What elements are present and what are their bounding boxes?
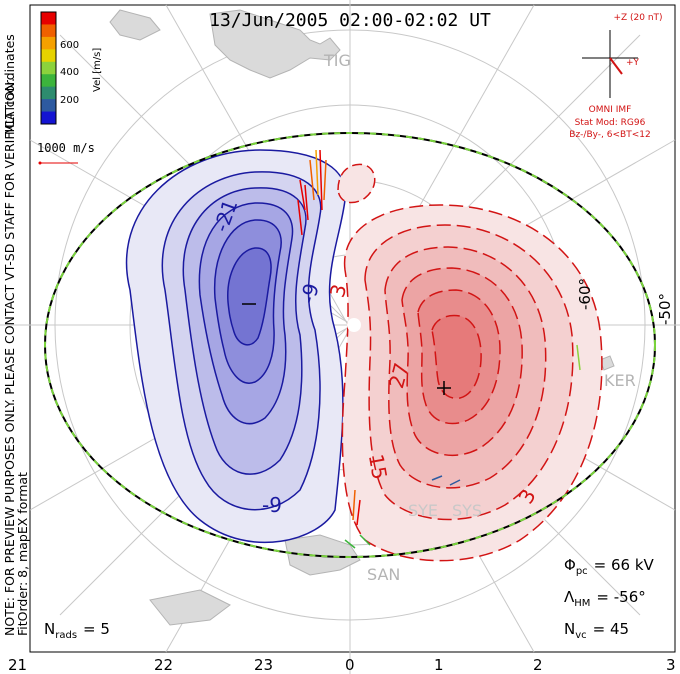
colorbar-swatch xyxy=(41,36,56,50)
station-ker: KER xyxy=(604,371,636,390)
max-potential-marker xyxy=(437,381,451,395)
colorbar-label: Vel [m/s] xyxy=(92,48,103,92)
colorbar-tick-400: 400 xyxy=(60,67,79,78)
mlt-label-2: 2 xyxy=(533,656,543,674)
preview-note: NOTE: FOR PREVIEW PURPOSES ONLY. PLEASE … xyxy=(2,78,17,636)
contour-label-pos-3a: 3 xyxy=(325,282,351,301)
mlt-label-23: 23 xyxy=(254,656,273,674)
imf-z-label: +Z (20 nT) xyxy=(613,13,662,23)
colorbar-swatch xyxy=(41,111,56,125)
station-san: SAN xyxy=(367,565,400,584)
imf-condition: Bz-/By-, 6<BT<12 xyxy=(569,130,650,140)
colorbar-swatch xyxy=(41,86,56,100)
negative-cell xyxy=(125,149,347,544)
mlt-label-0: 0 xyxy=(345,656,355,674)
lat-label-60: -60° xyxy=(576,278,594,310)
imf-stat-mod: Stat Mod: RG96 xyxy=(575,118,646,128)
landmass xyxy=(109,9,615,626)
coords-label: MLT coordinates xyxy=(2,34,17,135)
imf-y-label: +Y xyxy=(626,58,640,68)
lat-label-50: -50° xyxy=(656,293,674,325)
station-sye: SYE xyxy=(408,501,438,520)
mlt-label-22: 22 xyxy=(154,656,173,674)
lambda-hm-stat: ΛHM = -56° xyxy=(564,588,646,609)
pole-marker xyxy=(347,318,361,332)
plot-title: 13/Jun/2005 02:00-02:02 UT xyxy=(209,10,491,31)
colorbar-swatch xyxy=(41,74,56,88)
hm-boundary-dash xyxy=(44,132,656,558)
mlt-axis: 21 22 23 0 1 2 3 xyxy=(8,656,676,674)
fit-order: FitOrder: 8, mapEX format xyxy=(15,472,30,636)
contour-label-neg-9b: -9 xyxy=(262,493,282,517)
mlt-label-21: 21 xyxy=(8,656,27,674)
colorbar-tick-200: 200 xyxy=(60,95,79,106)
station-sys: SYS xyxy=(452,501,482,520)
positive-cell xyxy=(337,163,603,562)
n-rads-stat: Nrads = 5 xyxy=(44,620,110,641)
station-tig: TIG xyxy=(323,51,351,70)
mlt-label-1: 1 xyxy=(434,656,444,674)
colorbar-tick-600: 600 xyxy=(60,40,79,51)
scale-vector-label: 1000 m/s xyxy=(37,141,95,155)
colorbar-swatch xyxy=(41,99,56,113)
imf-source: OMNI IMF xyxy=(589,105,632,115)
colorbar-swatch xyxy=(41,24,56,38)
mlt-label-3: 3 xyxy=(666,656,676,674)
radar-vectors xyxy=(297,149,581,549)
contour-label-pos-15: 15 xyxy=(364,452,392,481)
colorbar-swatch xyxy=(41,12,56,25)
velocity-colorbar: 600 400 200 Vel [m/s] xyxy=(40,11,103,125)
imf-clock: +Z (20 nT) +Y OMNI IMF Stat Mod: RG96 Bz… xyxy=(569,13,662,140)
phi-pc-stat: Φpc = 66 kV xyxy=(564,556,655,577)
n-vc-stat: Nvc = 45 xyxy=(564,620,629,641)
colorbar-swatch xyxy=(41,61,56,75)
stats-panel: Φpc = 66 kV ΛHM = -56° Nvc = 45 Nrads = 5 xyxy=(44,556,655,641)
colorbar-swatch xyxy=(41,49,56,63)
